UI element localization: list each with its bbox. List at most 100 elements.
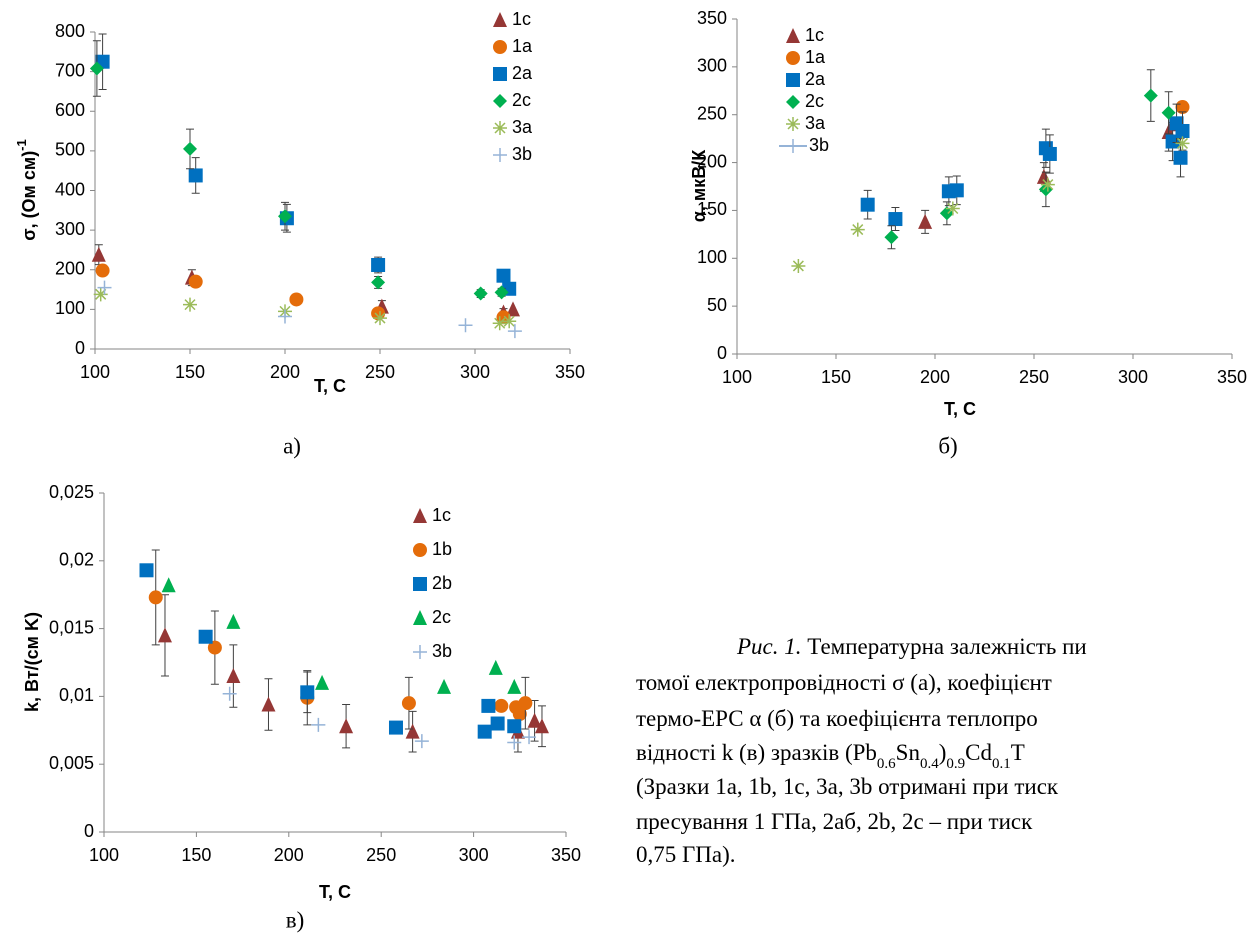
legend-marker (493, 148, 507, 162)
y-tick-label: 0,025 (49, 482, 94, 502)
marker (458, 318, 473, 333)
marker (949, 183, 964, 198)
marker (490, 716, 505, 731)
legend-marker (413, 508, 427, 523)
y-axis-title-text: k, Вт/(см K) (22, 612, 42, 712)
marker (1175, 100, 1190, 115)
marker (473, 286, 488, 301)
marker (188, 274, 203, 289)
marker (278, 209, 292, 224)
marker (512, 707, 527, 722)
x-tick-label: 150 (175, 362, 205, 382)
legend-label: 1b (432, 539, 452, 559)
marker (518, 696, 533, 711)
caption-text: Температурна залежність пи (807, 634, 1086, 659)
y-tick-label: 200 (697, 151, 727, 171)
marker (939, 206, 954, 221)
y-tick-label: 800 (55, 21, 85, 41)
marker (477, 724, 492, 739)
marker (261, 696, 276, 712)
caption-sub: 0.1 (992, 756, 1011, 772)
marker (188, 168, 203, 183)
legend-marker (786, 73, 800, 87)
caption-text: ) (939, 740, 947, 765)
legend-marker (786, 95, 800, 109)
marker (507, 719, 522, 734)
legend-label: 3a (512, 117, 533, 137)
marker (884, 230, 899, 245)
marker (488, 659, 503, 675)
x-tick-label: 250 (365, 362, 395, 382)
legend-label: 3b (809, 135, 829, 155)
y-axis-title: k, Вт/(см K) (22, 612, 42, 712)
x-tick-label: 300 (460, 362, 490, 382)
x-axis-title: T, C (314, 376, 346, 396)
marker (860, 197, 875, 212)
legend-marker (786, 117, 800, 131)
caption-label: Рис. 1. (736, 634, 802, 659)
legend-label: 2c (432, 607, 451, 627)
legend-label: 1c (512, 9, 531, 29)
y-axis-title-text: α, мкВ/К (689, 149, 709, 222)
y-tick-label: 100 (55, 298, 85, 318)
y-tick-label: 300 (697, 56, 727, 76)
legend-label: 3b (432, 641, 452, 661)
marker (507, 324, 522, 339)
marker (226, 668, 241, 684)
y-tick-label: 0,01 (59, 685, 94, 705)
panel-label: б) (938, 433, 957, 458)
marker (97, 280, 112, 295)
y-tick-label: 500 (55, 140, 85, 160)
legend-label: 1c (805, 25, 824, 45)
legend-marker (493, 40, 507, 54)
marker (1173, 150, 1188, 165)
marker (311, 717, 326, 732)
marker (207, 640, 222, 655)
legend-label: 1a (805, 47, 826, 67)
marker (414, 734, 429, 749)
marker (373, 311, 387, 326)
marker (507, 735, 522, 750)
marker (91, 246, 106, 262)
x-tick-label: 200 (920, 367, 950, 387)
legend-marker (413, 577, 427, 591)
marker (339, 718, 354, 734)
marker (850, 222, 865, 237)
x-tick-label: 250 (366, 845, 396, 865)
legend-marker (786, 139, 800, 153)
marker (371, 275, 386, 290)
marker (157, 627, 172, 643)
caption-sub: 0.4 (920, 756, 939, 772)
legend-label: 2b (432, 573, 452, 593)
marker (222, 686, 237, 701)
y-axis-title: α, мкВ/К (689, 149, 709, 222)
caption-text: T (1011, 740, 1025, 765)
marker (1161, 105, 1176, 120)
x-tick-label: 150 (181, 845, 211, 865)
legend-marker (413, 543, 427, 557)
marker (1143, 88, 1158, 103)
legend-marker (786, 28, 800, 43)
marker (289, 292, 304, 307)
marker (496, 268, 511, 283)
x-tick-label: 250 (1019, 367, 1049, 387)
y-tick-label: 0,015 (49, 617, 94, 637)
caption-text: Sn (896, 740, 921, 765)
y-axis-title-sup: -1 (14, 139, 29, 151)
x-tick-label: 100 (722, 367, 752, 387)
y-axis-title-text: σ, (Ом см) (19, 151, 39, 241)
marker (405, 723, 420, 739)
legend-label: 2a (512, 63, 533, 83)
legend-label: 3b (512, 144, 532, 164)
marker (95, 263, 110, 278)
caption-text: Cd (965, 740, 992, 765)
marker (534, 718, 549, 734)
y-tick-label: 100 (697, 247, 727, 267)
panel-label: в) (286, 907, 305, 932)
y-tick-label: 0 (717, 343, 727, 363)
y-tick-label: 600 (55, 100, 85, 120)
marker (481, 698, 496, 713)
legend-label: 2c (512, 90, 531, 110)
caption-line: відності k (в) зразків (Pb0.6Sn0.4)0.9Cd… (636, 740, 1025, 772)
